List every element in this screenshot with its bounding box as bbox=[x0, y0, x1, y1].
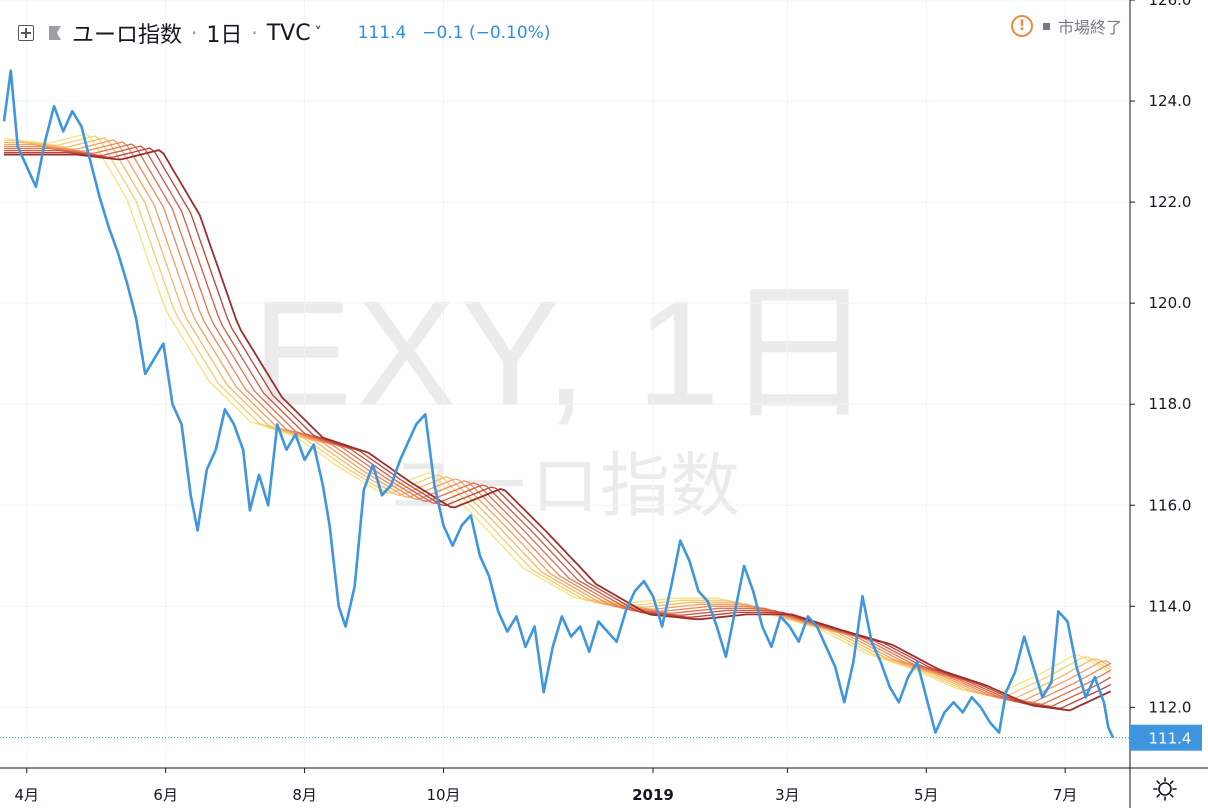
ma-ribbon-line bbox=[4, 135, 1112, 697]
market-status-text: 市場終了 bbox=[1057, 18, 1122, 37]
watermark-symbol: EXY, 1日 bbox=[252, 269, 878, 437]
source-label[interactable]: TVC bbox=[266, 20, 311, 46]
x-tick-label: 7月 bbox=[1053, 786, 1078, 804]
interval-label[interactable]: 1日 bbox=[206, 23, 243, 48]
separator-dot: · bbox=[191, 21, 198, 45]
ma-ribbon-line bbox=[4, 141, 1112, 703]
x-tick-label: 4月 bbox=[14, 786, 39, 804]
flag-icon[interactable] bbox=[48, 25, 62, 41]
x-tick-label: 2019 bbox=[632, 786, 674, 804]
x-tick-label: 10月 bbox=[426, 786, 460, 804]
ma-ribbon-line bbox=[4, 143, 1112, 705]
x-tick-label: 6月 bbox=[153, 786, 178, 804]
warning-icon[interactable]: ! bbox=[1010, 15, 1033, 37]
x-tick-label: 8月 bbox=[292, 786, 317, 804]
y-tick-label: 118.0 bbox=[1149, 395, 1192, 413]
ma-ribbon-line bbox=[4, 137, 1112, 699]
crosshair-box-icon[interactable] bbox=[18, 25, 34, 41]
change-value: −0.1 (−0.10%) bbox=[422, 23, 551, 43]
ma-ribbon-line bbox=[3, 133, 1112, 695]
market-status-square-icon bbox=[1042, 22, 1050, 30]
chevron-down-icon[interactable]: ˅ bbox=[314, 25, 322, 41]
settings-gear-icon[interactable] bbox=[1152, 776, 1178, 802]
last-value: 111.4 bbox=[357, 23, 407, 43]
last-price-tag bbox=[1130, 724, 1202, 751]
ma-ribbon-line bbox=[4, 149, 1112, 712]
separator-dot: · bbox=[251, 21, 258, 45]
ma-ribbon-line bbox=[4, 147, 1112, 710]
y-tick-label: 122.0 bbox=[1149, 193, 1192, 211]
y-tick-label: 116.0 bbox=[1149, 496, 1192, 514]
watermark-name: ユーロ指数 bbox=[390, 445, 740, 527]
ma-ribbon-line bbox=[4, 139, 1112, 701]
last-price-tag-label: 111.4 bbox=[1149, 730, 1192, 748]
chart-legend: ユーロ指数 · 1日 · TVC ˅ 111.4 −0.1 (−0.10%) bbox=[18, 18, 566, 48]
x-tick-label: 5月 bbox=[914, 786, 939, 804]
market-status[interactable]: ! 市場終了 bbox=[1010, 14, 1122, 38]
symbol-name[interactable]: ユーロ指数 bbox=[72, 23, 183, 48]
y-tick-label: 114.0 bbox=[1149, 597, 1192, 615]
y-tick-label: 112.0 bbox=[1149, 698, 1192, 716]
x-tick-label: 3月 bbox=[775, 786, 800, 804]
y-tick-label: 120.0 bbox=[1149, 294, 1192, 312]
y-tick-label: 124.0 bbox=[1149, 92, 1192, 110]
y-tick-label: 126.0 bbox=[1149, 0, 1192, 9]
ma-ribbon-line bbox=[4, 145, 1112, 708]
price-line[interactable] bbox=[2, 69, 1115, 739]
